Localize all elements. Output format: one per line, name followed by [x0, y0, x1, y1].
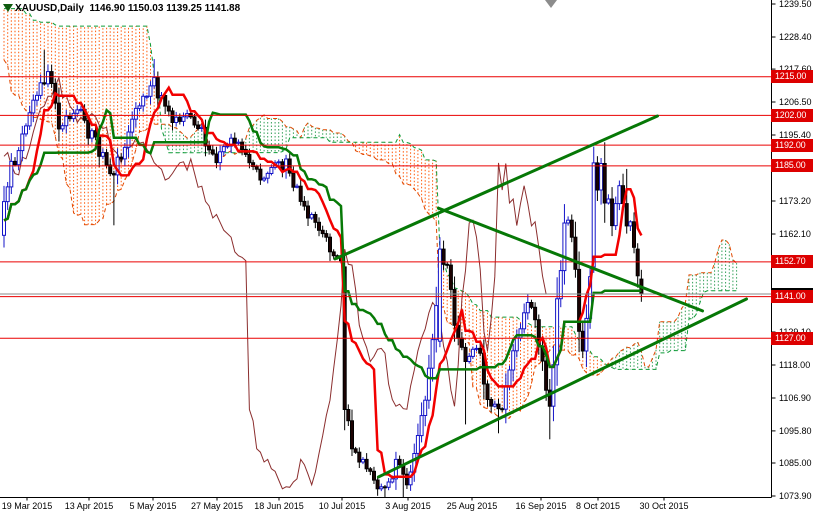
price-tick-label: 1206.50 [779, 97, 812, 108]
date-label: 30 Oct 2015 [639, 501, 689, 511]
price-tick-label: 1073.90 [779, 490, 812, 501]
trendline-falling-resistance[interactable] [436, 206, 704, 313]
price-tick-label: 1195.40 [779, 130, 811, 141]
price-tick-label: 1217.60 [779, 64, 812, 75]
date-label: 25 Aug 2015 [446, 501, 498, 511]
symbol-arrow-icon [3, 4, 13, 12]
price-tick-label: 1085.00 [779, 458, 812, 469]
price-level-badge: 1185.00 [771, 159, 813, 173]
price-tick-label: 1239.50 [779, 0, 812, 9]
price-level-badge: 1127.00 [771, 331, 813, 345]
price-level-badge: 1141.00 [771, 290, 813, 304]
price-tick-label: 1162.10 [779, 228, 811, 239]
price-level-badge: 1192.00 [771, 138, 813, 152]
price-level-badge: 1202.00 [771, 108, 813, 122]
date-label: 27 May 2015 [190, 501, 244, 511]
price-level-badge: 1215.00 [771, 70, 813, 84]
price-tick-label: 1228.40 [779, 31, 812, 42]
price-tick-label: 1106.90 [779, 392, 811, 403]
date-label: 18 Jun 2015 [254, 501, 304, 511]
chart-title: XAUUSD,Daily 1146.90 1150.03 1139.25 114… [15, 3, 241, 14]
date-label: 19 Mar 2015 [1, 501, 53, 511]
date-label: 5 May 2015 [129, 501, 177, 511]
scroll-marker-icon[interactable] [545, 0, 557, 8]
price-level-badge: 1152.70 [771, 255, 813, 269]
date-label: 8 Oct 2015 [575, 501, 621, 511]
trendline-rising-support[interactable] [376, 297, 748, 479]
price-tick-label: 1118.00 [779, 359, 811, 370]
trendline-rising-resistance[interactable] [333, 114, 659, 261]
date-label: 3 Aug 2015 [385, 501, 431, 511]
date-label: 13 Apr 2015 [64, 501, 114, 511]
price-tick-label: 1095.80 [779, 425, 812, 436]
date-label: 16 Sep 2015 [515, 501, 567, 511]
price-tick-label: 1173.20 [779, 195, 811, 206]
date-label: 10 Jul 2015 [318, 501, 366, 511]
